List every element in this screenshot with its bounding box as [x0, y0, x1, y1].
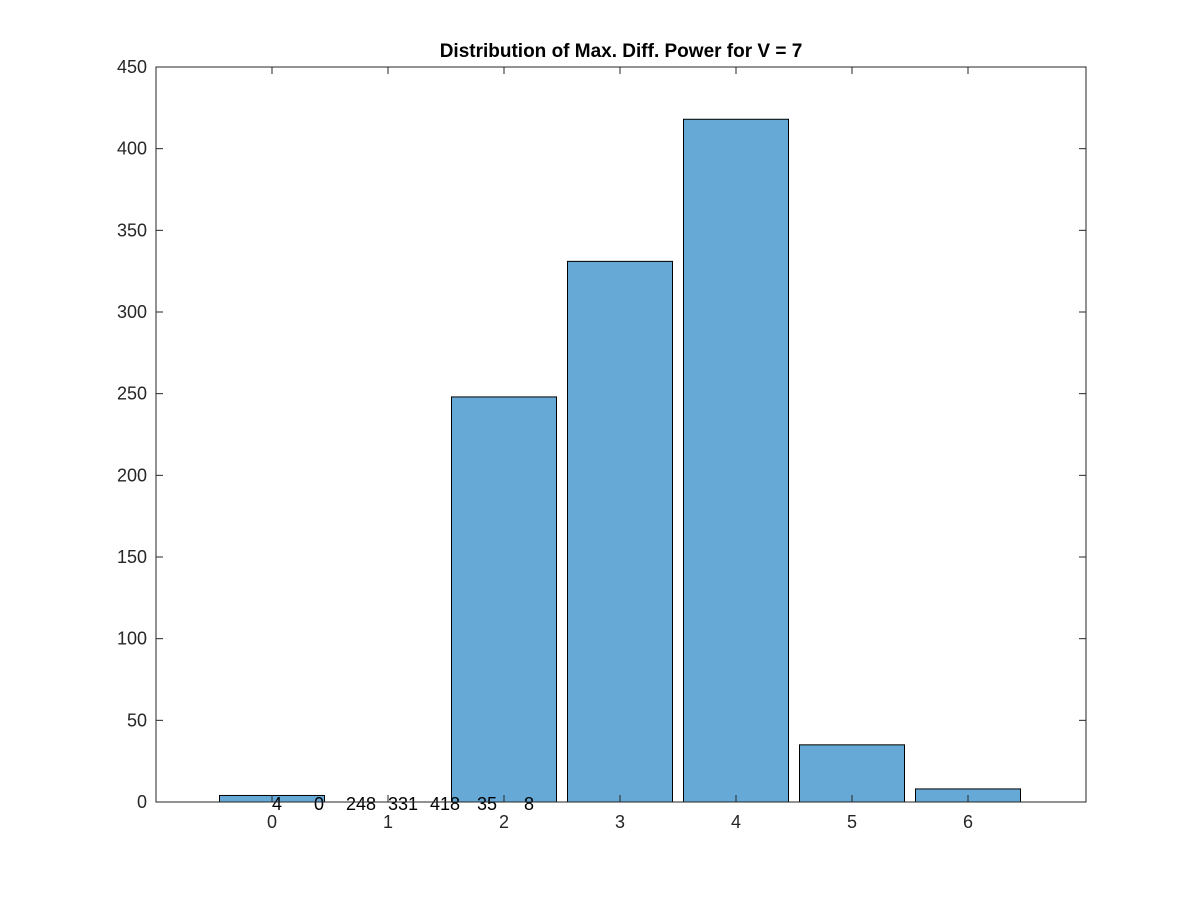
data-label: 418	[430, 794, 460, 814]
y-tick-label: 400	[117, 139, 147, 159]
y-tick-label: 200	[117, 465, 147, 485]
chart-title: Distribution of Max. Diff. Power for V =…	[440, 41, 803, 62]
bar-2	[451, 396, 557, 803]
data-label: 35	[477, 794, 497, 814]
y-tick-label: 300	[117, 302, 147, 322]
data-label: 0	[314, 794, 324, 814]
bar-4	[683, 118, 789, 803]
data-label: 4	[272, 794, 282, 814]
x-tick-label: 5	[847, 812, 857, 832]
x-axis-ticks: 0 1 2 3 4 5 6	[267, 67, 973, 832]
data-label: 331	[388, 794, 418, 814]
y-tick-label: 50	[127, 710, 147, 730]
y-tick-label: 100	[117, 629, 147, 649]
y-tick-label: 450	[117, 57, 147, 77]
y-tick-label: 250	[117, 384, 147, 404]
x-tick-label: 6	[963, 812, 973, 832]
plot-area-border	[155, 66, 1087, 803]
bars-group	[219, 118, 1021, 803]
x-tick-label: 4	[731, 812, 741, 832]
data-label: 248	[346, 794, 376, 814]
y-tick-label: 150	[117, 547, 147, 567]
x-tick-label: 2	[499, 812, 509, 832]
x-tick-label: 0	[267, 812, 277, 832]
bar-5	[799, 744, 905, 803]
data-labels: 4 0 248 331 418 35 8	[272, 794, 534, 814]
y-tick-label: 350	[117, 220, 147, 240]
data-label: 8	[524, 794, 534, 814]
y-tick-label: 0	[137, 792, 147, 812]
bar-3	[567, 260, 673, 803]
x-tick-label: 3	[615, 812, 625, 832]
x-tick-label: 1	[383, 812, 393, 832]
